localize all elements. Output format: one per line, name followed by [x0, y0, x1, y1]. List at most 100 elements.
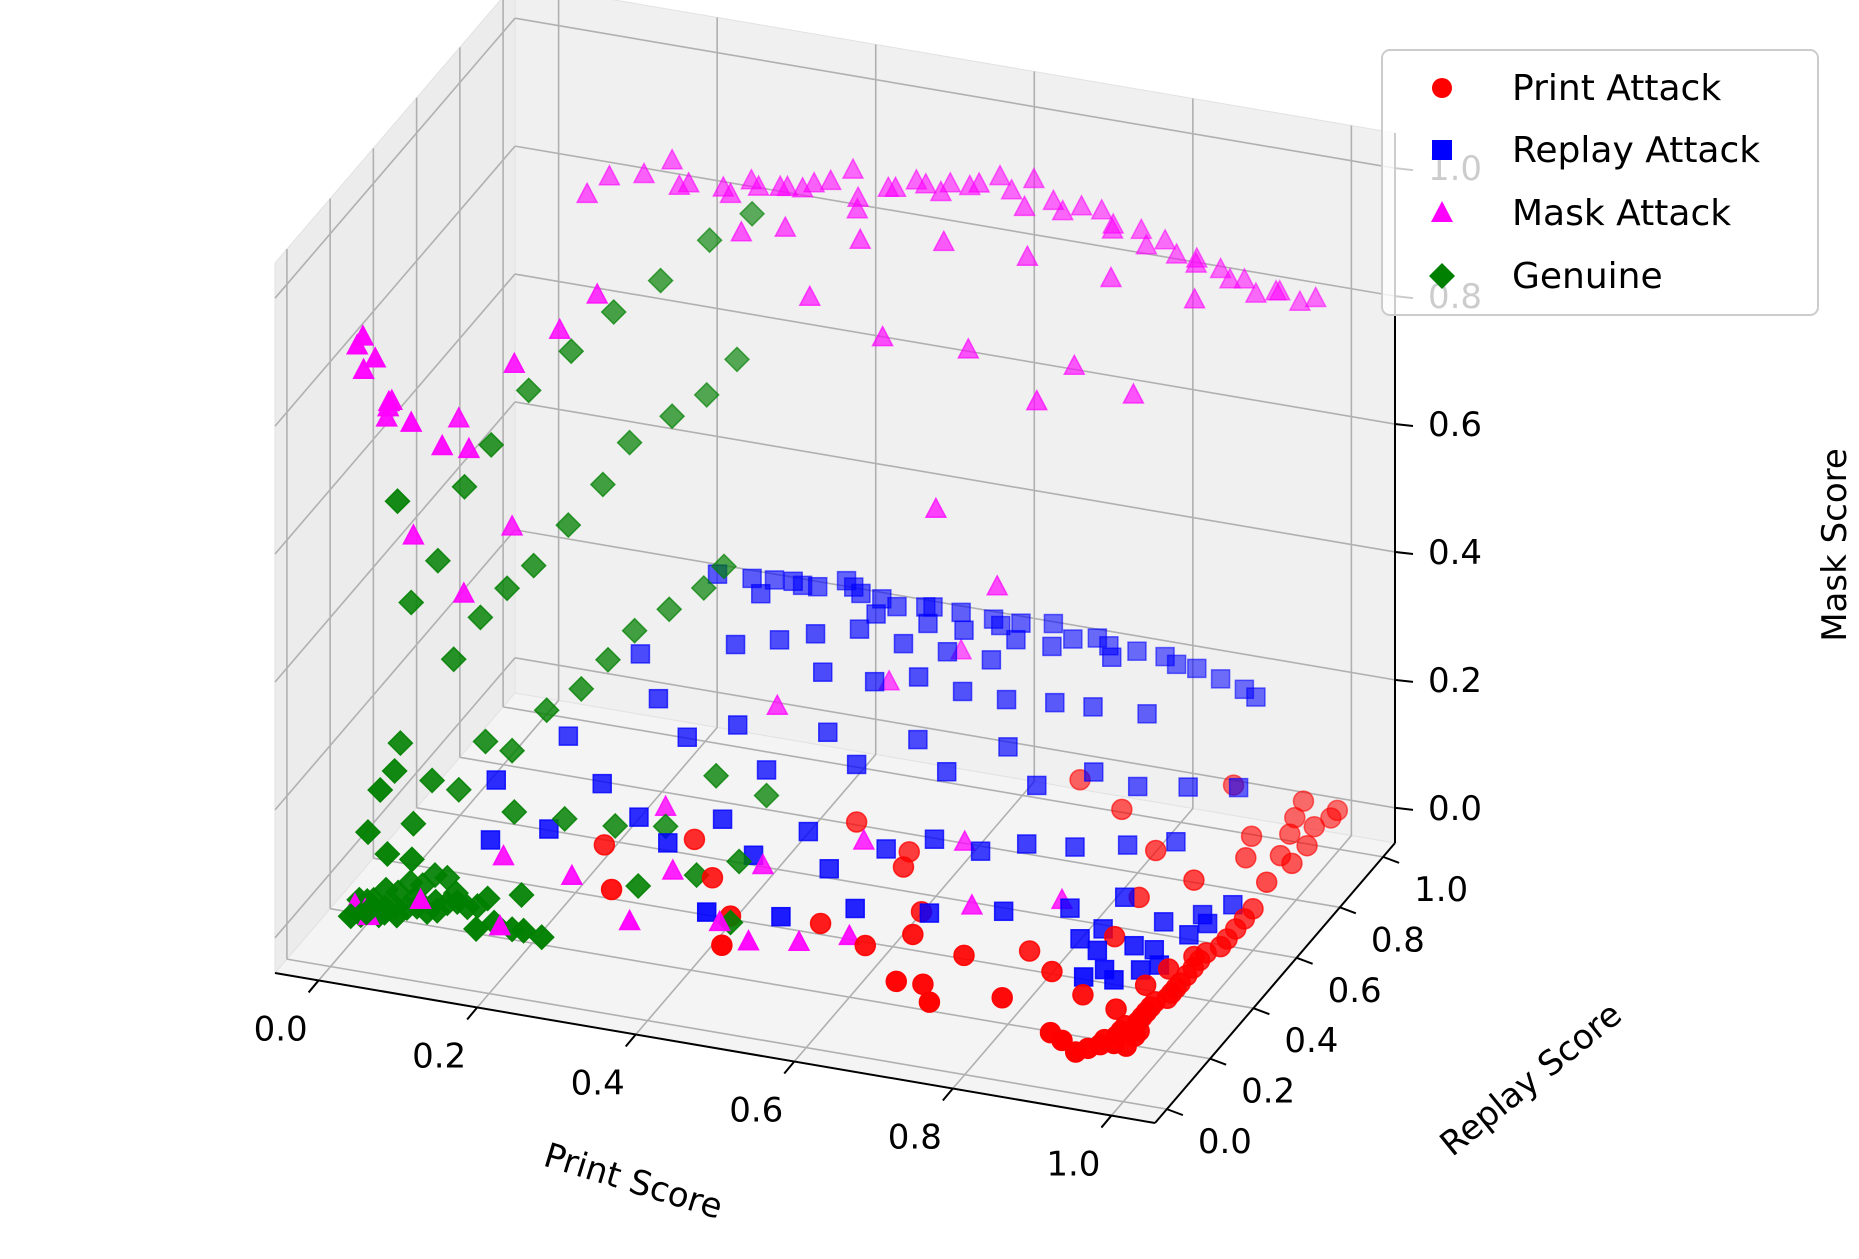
z-tick-label: 0.6	[1428, 405, 1482, 445]
genuine-point	[499, 737, 526, 764]
genuine-point	[589, 471, 616, 498]
y-tick-label: 0.4	[1284, 1021, 1338, 1061]
y-tick	[1166, 1108, 1184, 1117]
y-tick-label: 0.0	[1198, 1122, 1252, 1162]
mask-attack-point	[409, 887, 432, 910]
mask-attack-point	[1063, 353, 1086, 376]
print-attack-point	[912, 973, 934, 996]
y-gridline	[502, 706, 1384, 858]
print-attack-point	[1296, 834, 1318, 857]
genuine-point	[710, 553, 738, 580]
replay-attack-point	[1197, 913, 1218, 934]
replay-attack-point	[1102, 647, 1122, 667]
replay-attack-point	[1124, 935, 1144, 956]
mask-attack-point	[730, 220, 753, 242]
legend-label-genuine: Genuine	[1512, 256, 1663, 297]
replay-attack-point	[677, 727, 698, 747]
y-tick-label: 1.0	[1414, 870, 1468, 910]
genuine-point	[616, 429, 643, 456]
replay-attack-point	[756, 760, 777, 780]
mask-attack-point	[1183, 287, 1206, 309]
replay-attack-point	[1070, 929, 1090, 949]
mask-attack-point	[838, 923, 861, 946]
print-attack-point	[953, 944, 975, 967]
replay-attack-point	[1063, 629, 1083, 649]
replay-attack-point	[1166, 831, 1186, 852]
mask-attack-point	[1184, 251, 1208, 273]
mask-attack-point	[660, 148, 684, 170]
mask-attack-point	[802, 171, 826, 193]
mask-attack-point	[953, 829, 976, 851]
print-attack-point	[1105, 998, 1127, 1020]
mask-attack-point	[585, 282, 609, 304]
mask-attack-point	[988, 163, 1012, 186]
replay-attack-point	[727, 715, 748, 735]
genuine-point	[693, 381, 720, 408]
y-tick	[1339, 906, 1357, 915]
print-attack-point	[1103, 925, 1126, 948]
genuine-point	[555, 512, 582, 539]
replay-attack-point	[769, 630, 790, 650]
mask-attack-point	[618, 908, 641, 931]
replay-attack-point	[981, 650, 1002, 670]
legend-marker-genuine	[1429, 263, 1455, 289]
mask-attack-point	[929, 179, 953, 202]
replay-attack-point	[918, 613, 938, 634]
replay-attack-point	[1083, 762, 1104, 782]
replay-attack-point	[1137, 704, 1157, 724]
z-gridline	[514, 17, 1396, 169]
print-attack-point	[593, 834, 616, 856]
genuine-point	[602, 812, 629, 839]
mask-attack-point	[1022, 166, 1046, 189]
legend-frame	[1381, 49, 1819, 316]
genuine-point	[723, 346, 751, 373]
genuine-point	[656, 596, 683, 623]
mask-attack-point	[852, 828, 876, 850]
legend-marker-replay-attack	[1432, 140, 1452, 160]
mask-attack-point	[708, 909, 731, 932]
replay-attack-point	[486, 770, 507, 790]
y-tick-label: 0.8	[1371, 920, 1425, 960]
legend-item-print-attack: Print Attack	[1432, 68, 1721, 109]
x-tick	[307, 979, 320, 994]
y-tick	[1382, 855, 1400, 864]
replay-attack-point	[630, 644, 651, 664]
replay-attack-point	[539, 819, 559, 839]
mask-attack-point	[399, 410, 423, 432]
genuine-point	[371, 899, 398, 926]
genuine-point	[520, 552, 547, 579]
x-gridline	[1110, 835, 1353, 1117]
print-attack-point	[1134, 974, 1157, 997]
genuine-point	[445, 776, 472, 803]
genuine-point	[398, 846, 425, 873]
replay-attack-point	[805, 624, 826, 644]
x-tick-label: 0.8	[888, 1118, 942, 1158]
x-gridline	[793, 780, 1035, 1063]
replay-attack-point	[1073, 967, 1094, 987]
replay-attack-point	[864, 671, 885, 692]
mask-attack-point	[598, 164, 621, 186]
mask-attack-point	[967, 171, 991, 193]
genuine-point	[451, 473, 478, 500]
print-attack-point	[1144, 839, 1167, 862]
mask-attack-point	[447, 406, 471, 428]
replay-attack-point	[558, 726, 579, 746]
y-tick	[1296, 956, 1313, 965]
mask-attack-point	[377, 389, 401, 412]
y-gridline	[416, 806, 1297, 959]
mask-attack-point	[1122, 382, 1145, 404]
replay-attack-point	[951, 602, 971, 623]
mask-attack-point	[1025, 388, 1049, 411]
replay-attack-point	[725, 634, 746, 655]
genuine-point	[424, 547, 451, 574]
legend-label-print-attack: Print Attack	[1512, 68, 1721, 109]
genuine-point	[515, 377, 542, 404]
replay-attack-point	[970, 841, 991, 861]
genuine-point	[494, 575, 521, 602]
mask-attack-point	[1090, 198, 1113, 220]
replay-attack-point	[1006, 629, 1026, 650]
print-attack-point	[809, 912, 832, 935]
legend-label-mask-attack: Mask Attack	[1512, 193, 1731, 234]
data-points	[337, 148, 1349, 1063]
